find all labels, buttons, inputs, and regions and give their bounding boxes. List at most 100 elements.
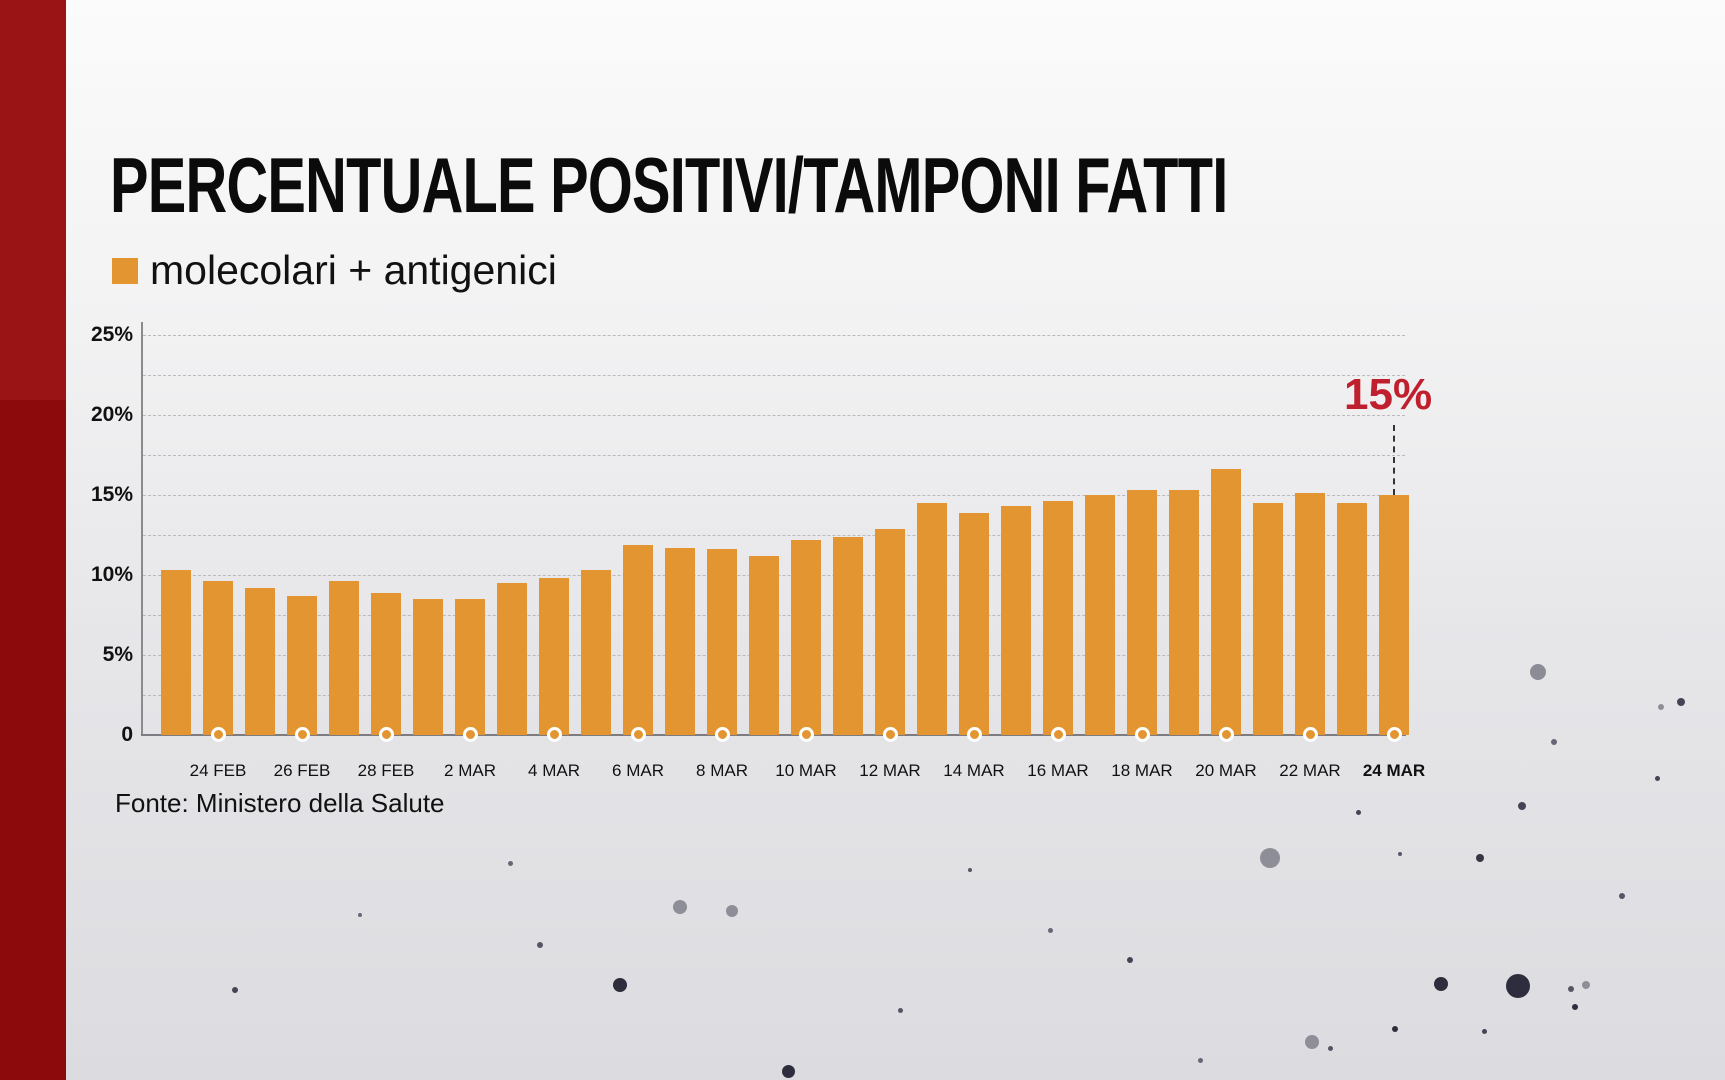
x-tick-label: 10 MAR: [775, 761, 837, 780]
bar: [1169, 490, 1199, 735]
bar: [287, 595, 317, 735]
bar: [371, 592, 401, 735]
y-tick-label: 20%: [90, 403, 133, 426]
x-tick-label: 24 MAR: [1362, 761, 1426, 780]
gridline: [143, 455, 1405, 456]
x-tick-marker-icon: [378, 727, 394, 742]
bar: [203, 581, 233, 735]
speckle-dot: [897, 1007, 903, 1013]
x-tick-label: 22 MAR: [1279, 761, 1341, 780]
speckle-dot: [1677, 698, 1685, 706]
x-tick-label: 16 MAR: [1027, 761, 1089, 780]
speckle-dot: [673, 900, 687, 914]
x-tick-label: 12 MAR: [859, 761, 921, 780]
bar: [455, 599, 485, 735]
bar: [707, 549, 737, 735]
x-tick-label: 4 MAR: [528, 761, 580, 780]
speckle-dot: [1654, 775, 1660, 781]
x-tick-marker-icon: [882, 727, 898, 742]
x-tick-label: 18 MAR: [1111, 761, 1173, 780]
speckle-dot: [1127, 957, 1133, 963]
speckle-dot: [968, 868, 972, 872]
gridline: [143, 415, 1405, 416]
bar: [917, 503, 947, 735]
speckle-dot: [1260, 848, 1280, 868]
x-tick-marker-icon: [966, 727, 982, 742]
x-tick-marker-icon: [546, 727, 562, 742]
bar: [1337, 503, 1367, 735]
speckle-dot: [1327, 1045, 1333, 1051]
bar: [959, 512, 989, 735]
x-tick-marker-icon: [630, 727, 646, 742]
x-tick-marker-icon: [1386, 727, 1402, 742]
y-tick-label: 25%: [90, 323, 133, 346]
bar: [1211, 469, 1241, 735]
x-tick-label: 28 FEB: [357, 761, 415, 780]
speckle-dot: [1476, 854, 1484, 862]
speckle-dot: [1530, 664, 1546, 680]
annotation-value: 15%: [1344, 370, 1433, 419]
speckle-dot: [781, 1064, 795, 1078]
speckle-dot: [1305, 1035, 1319, 1049]
y-tick-label: 5%: [102, 643, 133, 666]
source-note: Fonte: Ministero della Salute: [115, 788, 445, 818]
x-tick-label: 20 MAR: [1195, 761, 1257, 780]
x-tick-marker-icon: [798, 727, 814, 742]
y-tick-label: 10%: [90, 563, 133, 586]
speckle-dot: [232, 987, 238, 993]
x-tick-marker-icon: [1050, 727, 1066, 742]
bar: [1085, 495, 1115, 735]
speckle-dot: [507, 860, 513, 866]
gridline: [143, 335, 1405, 336]
bar: [791, 539, 821, 735]
y-tick-label: 15%: [90, 483, 133, 506]
bar: [623, 544, 653, 735]
bar: [1001, 506, 1031, 735]
legend-label: molecolari + antigenici: [150, 247, 557, 293]
speckle-dot: [1047, 927, 1053, 933]
x-tick-label: 24 FEB: [189, 761, 247, 780]
left-red-band-highlight: [0, 0, 66, 400]
speckle-dot: [1568, 986, 1574, 992]
speckle-dot: [613, 978, 627, 992]
x-tick-marker-icon: [1302, 727, 1318, 742]
x-tick-label: 2 MAR: [444, 761, 496, 780]
gridline: [143, 535, 1405, 536]
speckle-dot: [1434, 977, 1448, 991]
bar: [665, 547, 695, 735]
x-tick-label: 6 MAR: [612, 761, 664, 780]
gridline: [143, 495, 1405, 496]
speckle-dot: [726, 905, 738, 917]
speckle-dot: [1551, 739, 1557, 745]
gridline: [143, 375, 1405, 376]
x-tick-marker-icon: [294, 727, 310, 742]
speckle-dot: [1355, 809, 1361, 815]
speckle-dot: [1658, 704, 1664, 710]
x-tick-label: 26 FEB: [273, 761, 331, 780]
chart-title: PERCENTUALE POSITIVI/TAMPONI FATTI: [110, 141, 1228, 229]
bar: [245, 587, 275, 735]
speckle-dot: [1392, 1026, 1398, 1032]
legend-swatch-icon: [112, 257, 138, 284]
speckle-dot: [1518, 802, 1526, 810]
speckle-dot: [1582, 981, 1590, 989]
bar: [1379, 495, 1409, 735]
annotation-dashed-line: [1393, 425, 1395, 495]
speckle-dot: [358, 913, 362, 917]
bar: [539, 578, 569, 735]
x-tick-marker-icon: [210, 727, 226, 742]
bar: [875, 528, 905, 735]
x-axis: [141, 734, 1406, 736]
bar: [161, 570, 191, 735]
bar: [1043, 501, 1073, 735]
speckle-dot: [1197, 1057, 1203, 1063]
speckle-dot: [1481, 1028, 1487, 1034]
x-tick-marker-icon: [1218, 727, 1234, 742]
bar: [1253, 503, 1283, 735]
y-tick-label: 0: [121, 723, 133, 746]
bar: [497, 583, 527, 735]
bar: [749, 555, 779, 735]
x-tick-label: 8 MAR: [696, 761, 748, 780]
speckle-dot: [1506, 974, 1530, 998]
bar: [833, 536, 863, 735]
